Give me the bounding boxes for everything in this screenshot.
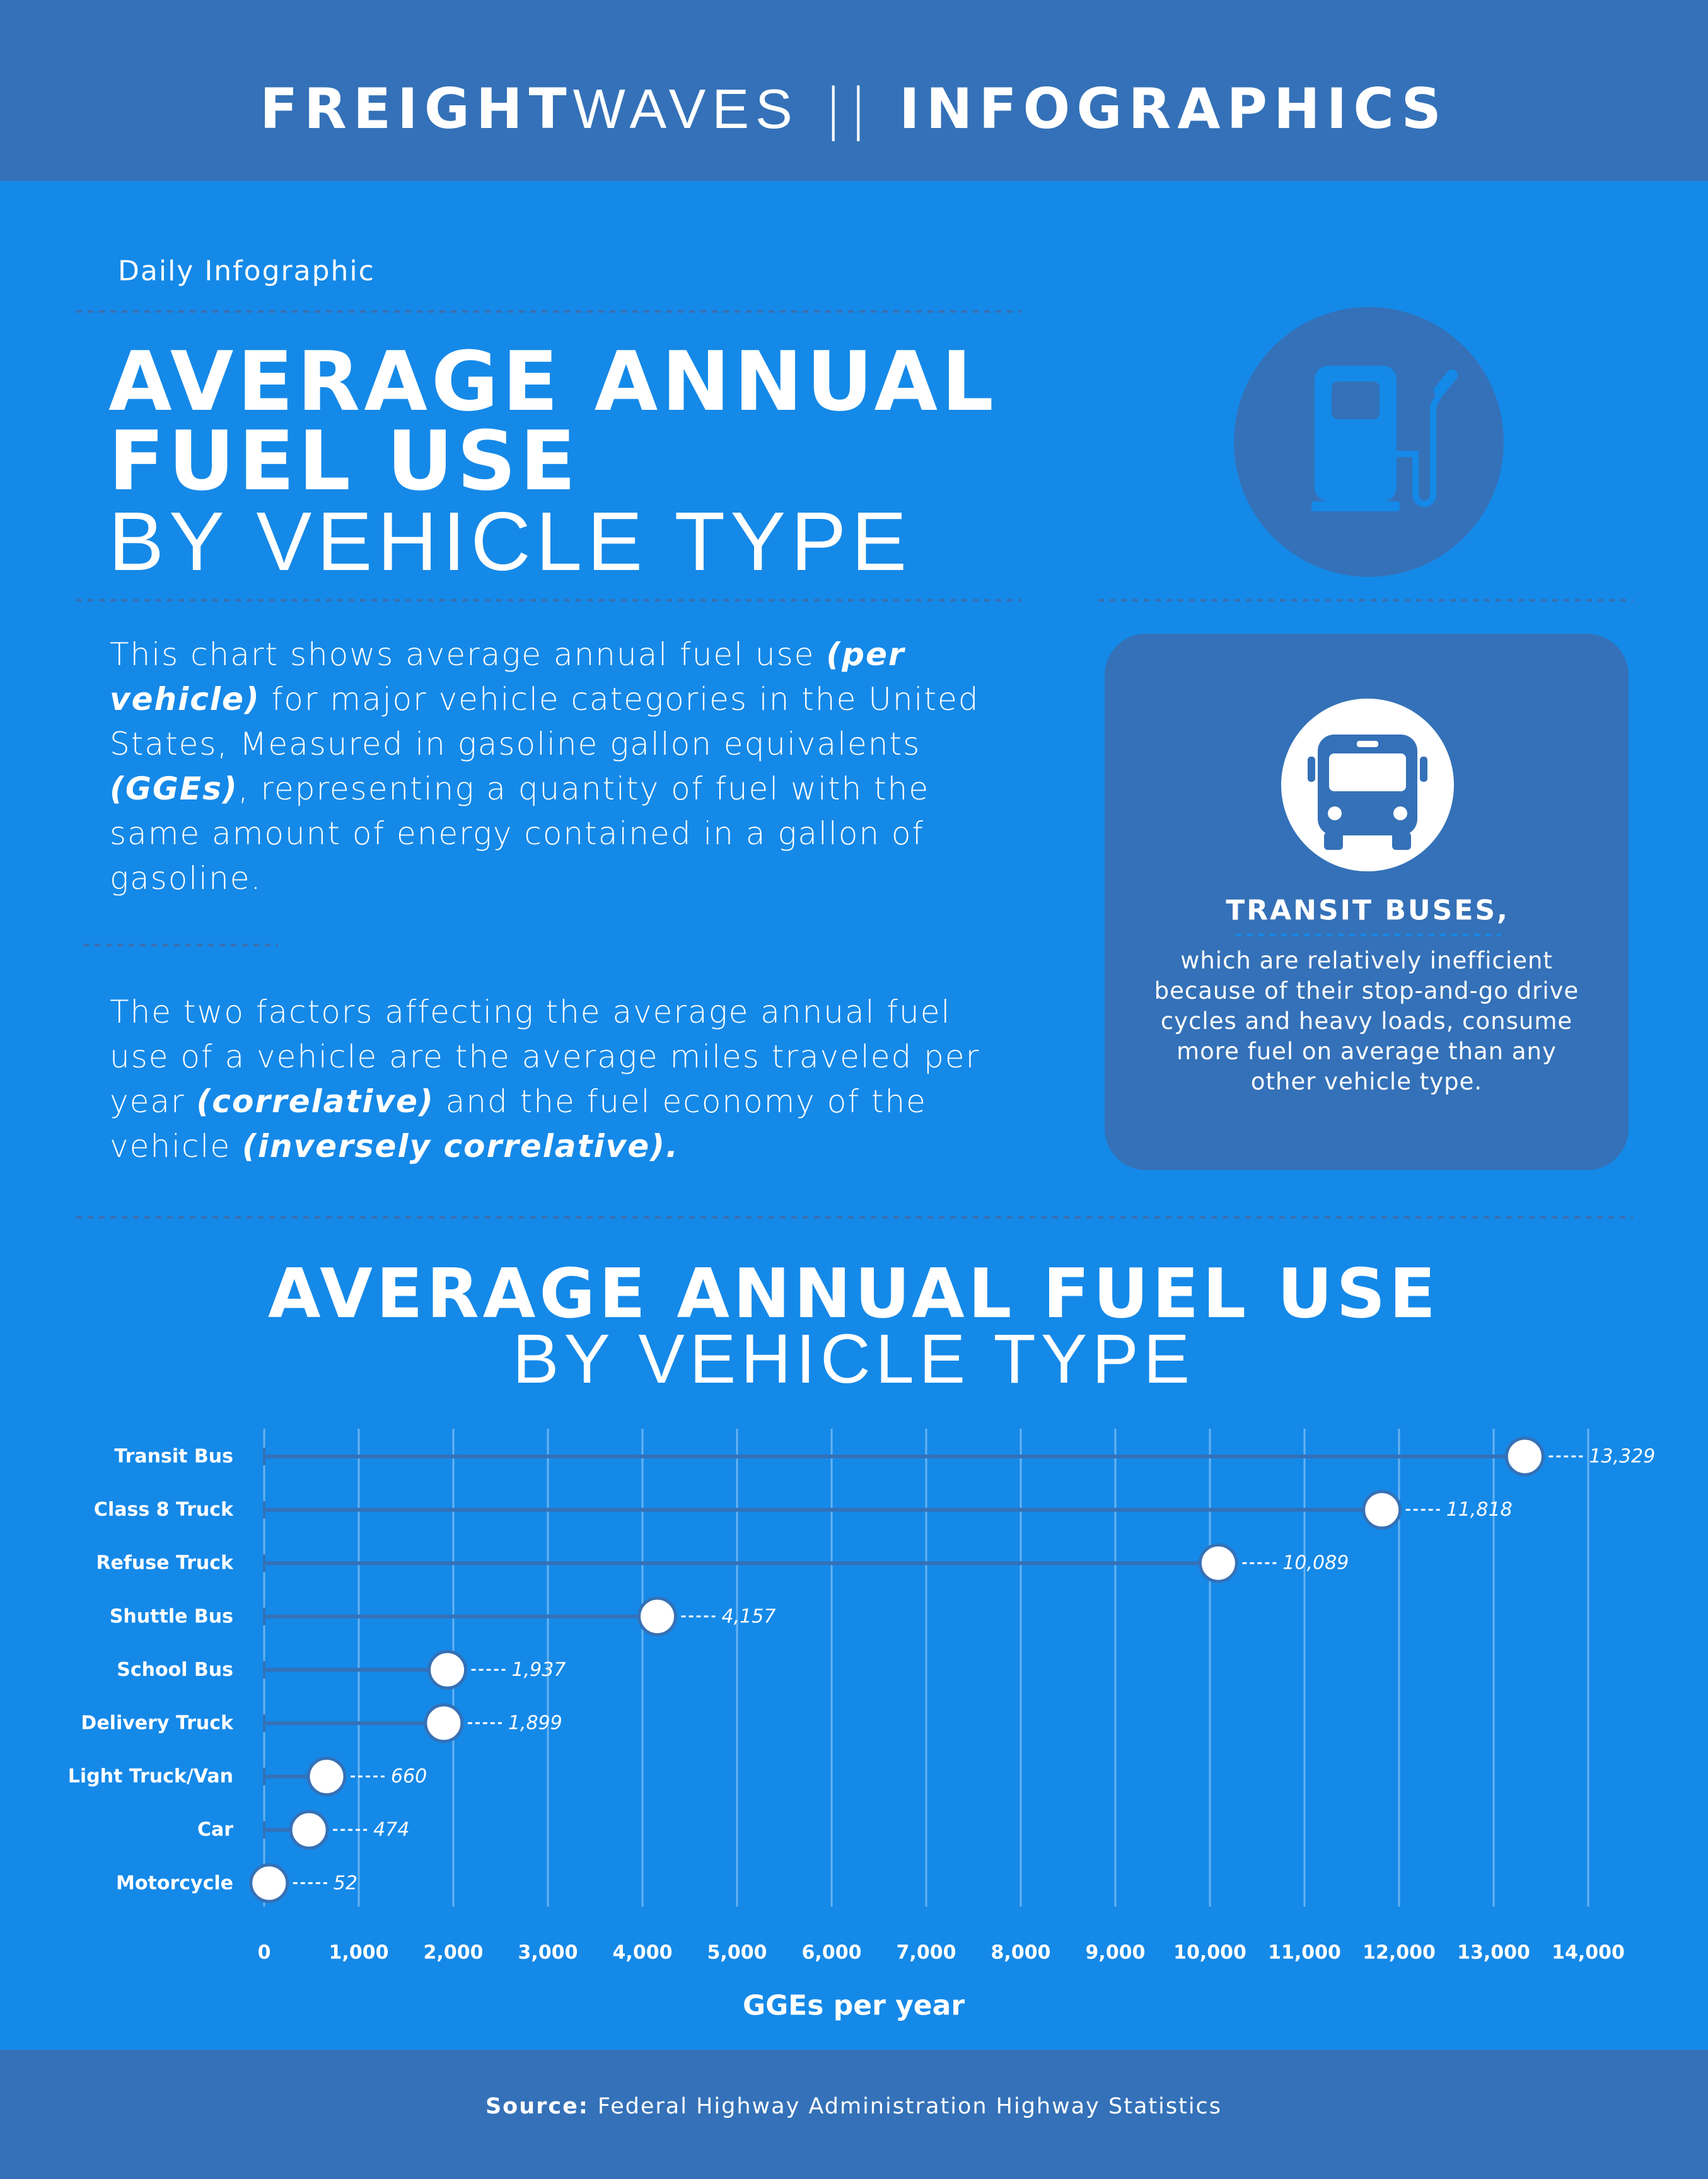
x-tick-label: 3,000 bbox=[518, 1942, 578, 1964]
callout-text: which are relatively inefficient because… bbox=[1154, 947, 1579, 1095]
title-line: AVERAGE ANNUAL bbox=[108, 334, 997, 429]
text-run: The two factors affecting the average an… bbox=[110, 994, 980, 1120]
x-tick-label: 4,000 bbox=[613, 1942, 673, 1964]
callout-box bbox=[1105, 634, 1629, 1170]
source-text: Federal Highway Administration Highway S… bbox=[598, 2094, 1222, 2119]
dot bbox=[249, 1863, 289, 1903]
section-name: INFOGRAPHICS bbox=[899, 76, 1448, 141]
value-label: 474 bbox=[373, 1819, 409, 1841]
x-tick-label: 5,000 bbox=[707, 1942, 767, 1964]
text-run: and the fuel economy of the vehicle bbox=[110, 1083, 927, 1165]
fuel-pump-icon bbox=[1234, 307, 1504, 577]
footer-band bbox=[0, 2050, 1708, 2179]
x-tick-label: 6,000 bbox=[802, 1942, 862, 1964]
value-label: 4,157 bbox=[722, 1605, 776, 1627]
x-tick-label: 9,000 bbox=[1086, 1942, 1146, 1964]
dot bbox=[424, 1703, 464, 1743]
emphasis: (GGEs) bbox=[110, 770, 238, 807]
title-line: FUEL USE bbox=[108, 413, 579, 509]
dot bbox=[1198, 1543, 1238, 1583]
text-run: , representing a quantity of fuel with t… bbox=[110, 770, 930, 897]
text-run: This chart shows average annual fuel use bbox=[110, 636, 827, 673]
chart-title: AVERAGE ANNUAL FUEL USE bbox=[268, 1255, 1439, 1334]
x-tick-label: 0 bbox=[258, 1942, 271, 1964]
brand-light: WAVES bbox=[573, 78, 799, 140]
x-tick-label: 7,000 bbox=[897, 1942, 956, 1964]
category-label: Delivery Truck bbox=[81, 1712, 234, 1734]
x-tick-label: 2,000 bbox=[424, 1942, 484, 1964]
paragraph: The two factors affecting the average an… bbox=[110, 990, 986, 1169]
category-label: Transit Bus bbox=[114, 1446, 233, 1468]
callout-title: TRANSIT BUSES, bbox=[1226, 895, 1509, 927]
x-tick-label: 14,000 bbox=[1552, 1942, 1625, 1964]
source-label: Source: bbox=[485, 2094, 589, 2119]
value-label: 52 bbox=[334, 1872, 357, 1894]
value-label: 1,937 bbox=[512, 1659, 566, 1681]
separator: || bbox=[824, 76, 874, 142]
dot bbox=[306, 1757, 347, 1797]
category-label: Light Truck/Van bbox=[68, 1765, 233, 1787]
x-tick-label: 8,000 bbox=[991, 1942, 1051, 1964]
brand-header: FREIGHTWAVES || INFOGRAPHICS bbox=[260, 76, 1448, 142]
x-tick-label: 10,000 bbox=[1173, 1942, 1246, 1964]
text-run: for major vehicle categories in the Unit… bbox=[110, 681, 980, 762]
value-label: 1,899 bbox=[508, 1712, 562, 1734]
dot bbox=[1362, 1490, 1402, 1530]
dot bbox=[427, 1649, 468, 1690]
emphasis: (inversely correlative). bbox=[241, 1128, 680, 1165]
title-line: BY VEHICLE TYPE bbox=[108, 495, 912, 588]
category-label: Shuttle Bus bbox=[110, 1605, 233, 1627]
source: Source: Federal Highway Administration Hi… bbox=[485, 2094, 1222, 2119]
emphasis: (correlative) bbox=[196, 1083, 434, 1120]
chart-subtitle: BY VEHICLE TYPE bbox=[513, 1320, 1195, 1398]
x-tick-label: 12,000 bbox=[1362, 1942, 1436, 1964]
value-label: 11,818 bbox=[1446, 1499, 1513, 1521]
paragraph: This chart shows average annual fuel use… bbox=[110, 632, 986, 901]
kicker: Daily Infographic bbox=[118, 255, 375, 288]
dot bbox=[289, 1810, 329, 1850]
x-tick-label: 1,000 bbox=[329, 1942, 389, 1964]
value-label: 660 bbox=[391, 1765, 427, 1787]
dot bbox=[1504, 1436, 1545, 1477]
brand-bold: FREIGHT bbox=[260, 76, 573, 141]
value-label: 13,329 bbox=[1589, 1446, 1655, 1468]
category-label: School Bus bbox=[117, 1659, 233, 1681]
bus-icon bbox=[1281, 699, 1454, 871]
header-band bbox=[0, 0, 1708, 181]
x-axis-label: GGEs per year bbox=[743, 1990, 965, 2022]
x-tick-label: 13,000 bbox=[1457, 1942, 1530, 1964]
category-label: Car bbox=[197, 1819, 233, 1841]
category-label: Class 8 Truck bbox=[94, 1499, 234, 1521]
category-label: Refuse Truck bbox=[96, 1552, 234, 1574]
dot bbox=[637, 1596, 678, 1637]
x-tick-label: 11,000 bbox=[1268, 1942, 1341, 1964]
emphasis: (per vehicle) bbox=[110, 636, 905, 718]
category-label: Motorcycle bbox=[116, 1872, 233, 1894]
value-label: 10,089 bbox=[1282, 1552, 1349, 1574]
